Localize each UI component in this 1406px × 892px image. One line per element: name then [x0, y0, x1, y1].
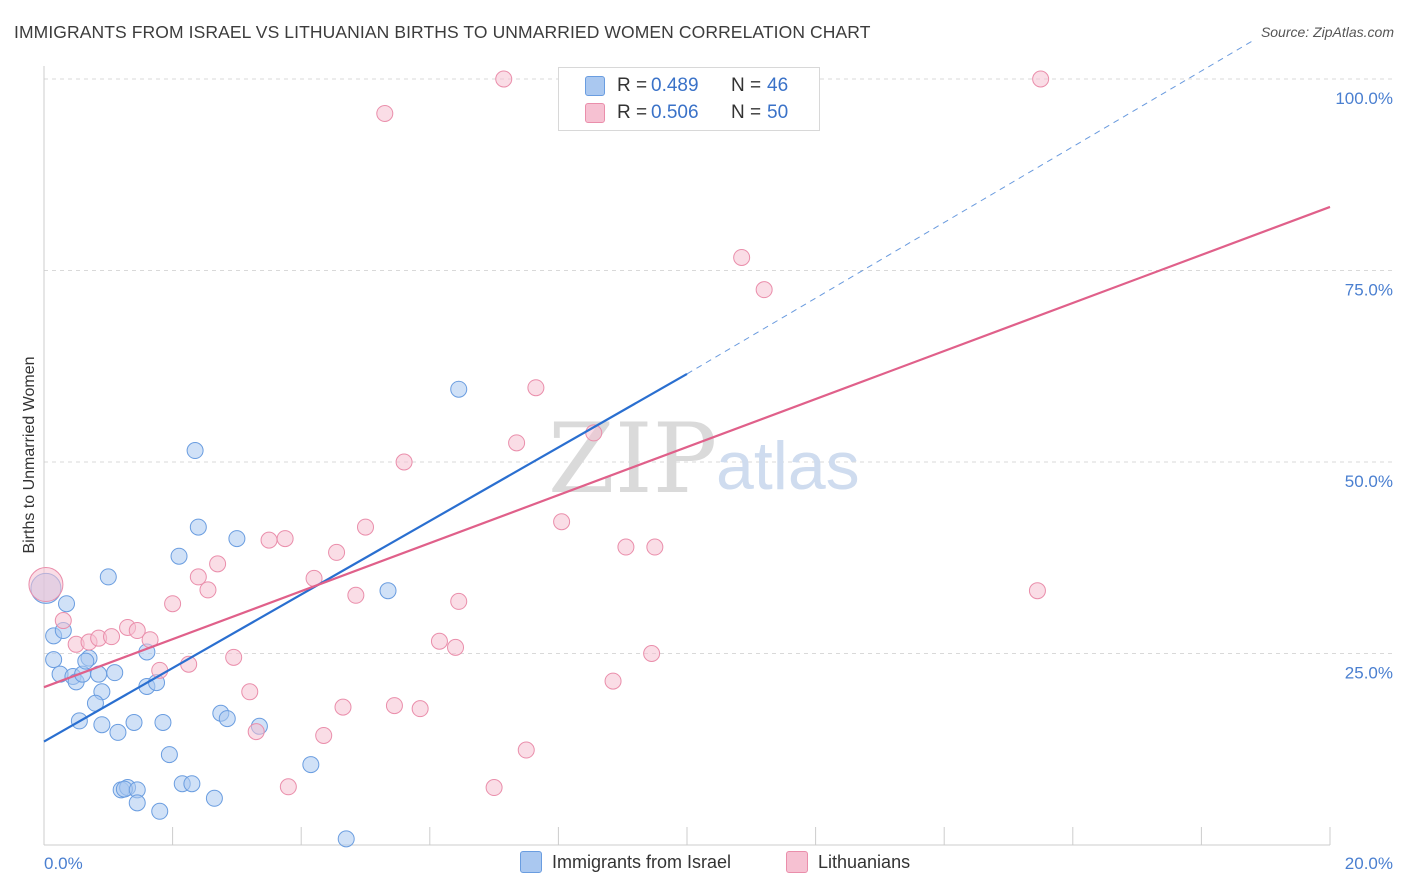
point-lithuanians: [508, 434, 526, 452]
x-tick-label: 20.0%: [1345, 854, 1393, 873]
point-lithuanians: [189, 568, 207, 586]
point-israel: [183, 775, 201, 793]
point-lithuanians: [553, 513, 571, 531]
point-lithuanians: [225, 648, 243, 666]
point-lithuanians: [328, 543, 346, 561]
point-lithuanians: [199, 581, 217, 599]
legend-swatch-pink: [786, 851, 808, 873]
point-lithuanians: [347, 586, 365, 604]
legend-label-lithuanians: Lithuanians: [818, 851, 911, 872]
point-lithuanians: [376, 104, 394, 122]
point-lithuanians: [517, 741, 535, 759]
y-tick-label: 75.0%: [1345, 281, 1393, 300]
correlation-legend: R = 0.489 N = 46 R = 0.506 N = 50: [558, 67, 820, 131]
source-label: Source: ZipAtlas.com: [1260, 24, 1394, 40]
point-israel: [160, 746, 178, 764]
point-israel: [125, 713, 143, 731]
point-lithuanians: [447, 638, 465, 656]
point-lithuanians: [128, 622, 146, 640]
point-lithuanians: [279, 778, 297, 796]
point-lithuanians: [755, 281, 773, 299]
point-lithuanians: [276, 530, 294, 548]
watermark: ZIP atlas: [548, 403, 860, 515]
point-israel: [186, 442, 204, 460]
trend-line-israel: [43, 372, 688, 743]
point-lithuanians: [527, 379, 545, 397]
point-lithuanians: [315, 726, 333, 744]
point-israel: [450, 380, 468, 398]
point-israel: [45, 651, 63, 669]
legend-swatch-blue: [520, 851, 542, 873]
legend-n-label: N =: [731, 75, 762, 96]
point-lithuanians: [495, 70, 513, 88]
x-tick-label: 0.0%: [44, 854, 83, 873]
points: [28, 70, 1050, 848]
point-lithuanians: [209, 555, 227, 573]
legend-swatch-blue: [585, 76, 605, 96]
point-israel: [93, 716, 111, 734]
point-lithuanians: [1032, 70, 1050, 88]
legend-r-value: 0.506: [651, 102, 699, 123]
point-israel: [205, 789, 223, 807]
bottom-legend-lithuanians: Lithuanians: [786, 851, 910, 873]
point-israel: [151, 802, 169, 820]
point-lithuanians: [430, 632, 448, 650]
point-lithuanians: [385, 697, 403, 715]
point-lithuanians: [247, 723, 265, 741]
point-lithuanians: [54, 612, 72, 630]
legend-n-label: N =: [731, 102, 762, 123]
point-israel: [379, 582, 397, 600]
chart-title: IMMIGRANTS FROM ISRAEL VS LITHUANIAN BIR…: [14, 22, 871, 42]
point-israel: [77, 652, 95, 670]
point-lithuanians: [164, 595, 182, 613]
y-tick-label: 50.0%: [1345, 472, 1393, 491]
point-israel: [154, 713, 172, 731]
trend-lines: [43, 40, 1331, 743]
point-lithuanians: [28, 567, 64, 603]
y-tick-label: 100.0%: [1335, 89, 1393, 108]
point-israel: [99, 568, 117, 586]
point-lithuanians: [617, 538, 635, 556]
y-tick-label: 25.0%: [1345, 664, 1393, 683]
point-lithuanians: [395, 453, 413, 471]
watermark-atlas: atlas: [716, 428, 860, 504]
watermark-zip: ZIP: [548, 403, 717, 515]
point-lithuanians: [450, 592, 468, 610]
point-israel: [228, 530, 246, 548]
point-lithuanians: [485, 779, 503, 797]
point-israel: [302, 756, 320, 774]
point-israel: [218, 710, 236, 728]
point-lithuanians: [103, 628, 121, 646]
point-lithuanians: [646, 538, 664, 556]
legend-label-israel: Immigrants from Israel: [552, 851, 732, 872]
tick-labels: 25.0% 50.0% 75.0% 100.0% 0.0% 20.0%: [44, 89, 1393, 873]
legend-n-value: 50: [767, 102, 789, 123]
point-israel: [106, 664, 124, 682]
legend-n-value: 46: [767, 75, 789, 96]
point-lithuanians: [241, 683, 259, 701]
point-israel: [170, 547, 188, 565]
point-lithuanians: [604, 672, 622, 690]
point-israel: [109, 723, 127, 741]
legend-r-label: R =: [617, 75, 648, 96]
legend-r-label: R =: [617, 102, 648, 123]
point-israel: [189, 518, 207, 536]
point-lithuanians: [260, 531, 278, 549]
trend-line-lithuanians: [43, 205, 1331, 689]
point-israel: [58, 595, 76, 613]
point-israel: [337, 830, 355, 848]
legend-swatch-pink: [585, 103, 605, 123]
point-lithuanians: [1028, 582, 1046, 600]
point-lithuanians: [357, 518, 374, 536]
bottom-legend-israel: Immigrants from Israel: [520, 851, 731, 873]
point-lithuanians: [643, 645, 661, 662]
point-israel: [128, 794, 146, 812]
legend-r-value: 0.489: [651, 75, 699, 96]
point-lithuanians: [334, 698, 352, 716]
point-lithuanians: [411, 700, 429, 718]
point-lithuanians: [733, 248, 751, 266]
